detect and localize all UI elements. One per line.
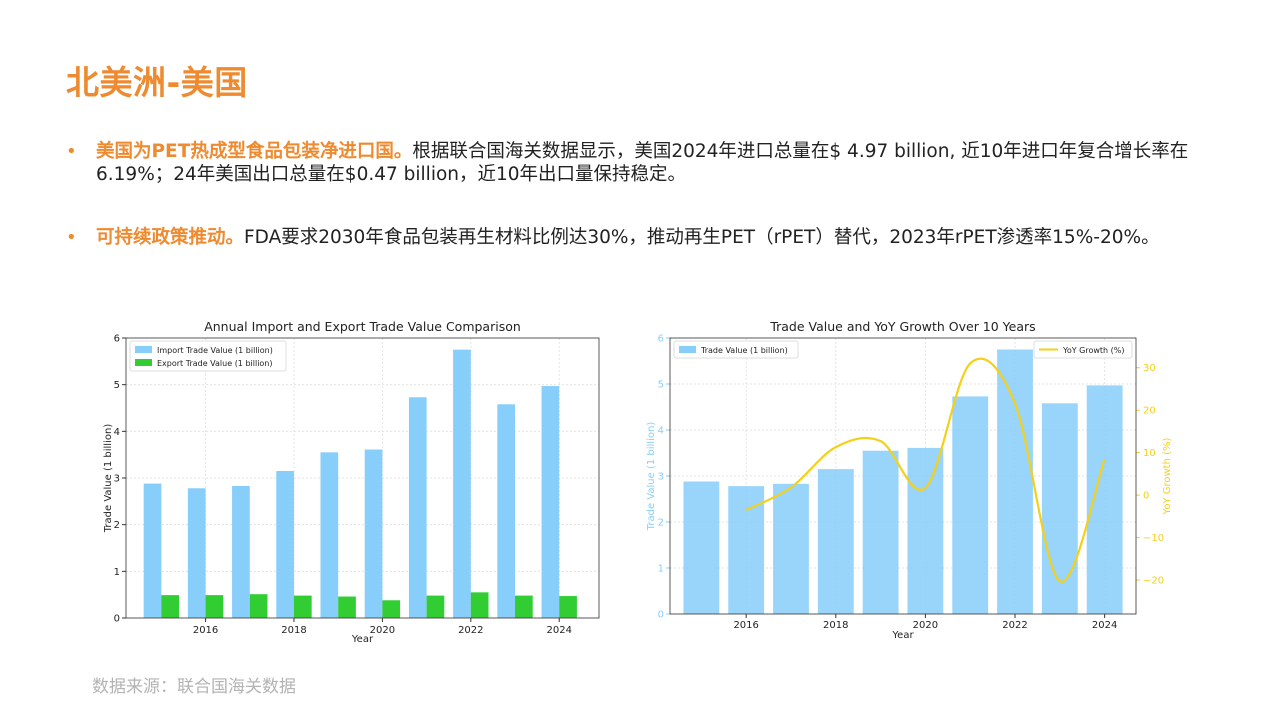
legend-swatch — [679, 346, 696, 353]
bar-import — [541, 386, 560, 618]
plot-frame — [669, 337, 1137, 615]
bar-trade-value — [862, 450, 899, 614]
bar-import — [276, 471, 294, 618]
y-tick-label: 1 — [114, 567, 120, 578]
y2-tick-label: 20 — [1143, 406, 1156, 417]
plot-frame — [125, 337, 600, 619]
bar-export — [559, 596, 577, 618]
legend-swatch — [135, 359, 152, 366]
y-tick-label: 5 — [658, 380, 664, 391]
legend-label: Trade Value (1 billion) — [700, 346, 788, 355]
x-tick-label: 2024 — [1092, 620, 1117, 631]
x-tick-label: 2016 — [193, 625, 218, 636]
y-tick-label: 4 — [658, 426, 664, 437]
bar-import — [408, 397, 427, 618]
legend-label: Import Trade Value (1 billion) — [157, 346, 273, 355]
bar-trade-value — [1086, 385, 1123, 614]
bullet-dot: • — [66, 141, 77, 162]
y-axis-label: Trade Value (1 billion) — [646, 422, 657, 532]
bullet-lead: 可持续政策推动。 — [96, 227, 245, 248]
y-tick-label: 3 — [658, 472, 664, 483]
legend: Import Trade Value (1 billion) Export Tra… — [129, 340, 287, 372]
bar-trade-value — [952, 396, 989, 614]
y-tick-label: 3 — [114, 474, 120, 485]
x-tick-label: 2024 — [546, 625, 571, 636]
x-axis-label: Year — [891, 630, 914, 641]
x-tick-label: 2020 — [913, 620, 938, 631]
legend-line: YoY Growth (%) — [1033, 340, 1133, 359]
data-source-note: 数据来源：联合国海关数据 — [92, 677, 296, 697]
legend-bars: Trade Value (1 billion) — [673, 340, 799, 359]
y-tick-label: 6 — [658, 334, 664, 345]
trade-value-yoy-chart: 0 1 2 3 4 5 6 2016 2018 2020 2022 2024 −20 −10 0 10 20 30… — [646, 319, 1173, 641]
y-axis-label: Trade Value (1 billion) — [103, 424, 114, 534]
import-export-bar-chart: 0 1 2 3 4 5 6 2016 2018 2020 2022 2024 Annual Import… — [103, 319, 600, 645]
bullet-body: 根据联合国海关数据显示，美国2024年进口总量在$ 4.97 billion, … — [96, 141, 1189, 185]
bar-export — [382, 600, 401, 618]
bar-export — [426, 595, 445, 618]
bar-export — [470, 592, 489, 618]
bar-trade-value — [907, 447, 944, 614]
x-axis-label: Year — [351, 634, 374, 645]
y-tick-label: 1 — [658, 564, 664, 575]
bar-import — [453, 349, 471, 618]
bar-import — [232, 485, 250, 618]
yoy-growth-line — [745, 357, 1106, 583]
y-tick-label: 2 — [114, 520, 120, 531]
bar-trade-value — [997, 349, 1033, 614]
bullet-item: • 美国为PET热成型食品包装净进口国。根据联合国海关数据显示，美国2024年进… — [66, 140, 1206, 186]
y2-tick-label: 0 — [1143, 491, 1149, 502]
chart-title: Annual Import and Export Trade Value Com… — [204, 319, 521, 334]
x-tick-label: 2018 — [823, 620, 848, 631]
y-tick-label: 2 — [658, 518, 664, 529]
bar-import — [187, 488, 206, 618]
legend-box — [129, 340, 287, 372]
y-tick-label: 0 — [658, 610, 664, 621]
bar-export — [161, 595, 180, 618]
bullet-list: • 美国为PET热成型食品包装净进口国。根据联合国海关数据显示，美国2024年进… — [66, 140, 1206, 249]
y2-tick-label: −20 — [1143, 576, 1164, 587]
bar-trade-value — [683, 481, 720, 614]
bar-import — [320, 452, 339, 618]
legend-label: Export Trade Value (1 billion) — [157, 359, 273, 368]
y2-axis-label: YoY Growth (%) — [1162, 437, 1173, 515]
bullet-dot: • — [66, 227, 77, 248]
bar-trade-value — [773, 483, 809, 614]
bar-export — [249, 594, 268, 618]
bar-import — [497, 404, 516, 618]
bar-trade-value — [728, 486, 765, 614]
x-tick-label: 2018 — [281, 625, 306, 636]
bar-export — [515, 595, 533, 618]
bullet-lead: 美国为PET热成型食品包装净进口国。 — [96, 141, 413, 162]
x-tick-label: 2022 — [458, 625, 483, 636]
bullet-item: • 可持续政策推动。FDA要求2030年食品包装再生材料比例达30%，推动再生P… — [66, 226, 1206, 249]
y2-tick-label: 30 — [1143, 363, 1156, 374]
y-tick-label: 0 — [114, 614, 120, 625]
bar-export — [205, 595, 224, 618]
bar-import — [143, 483, 162, 618]
legend-swatch — [135, 346, 152, 353]
bar-export — [293, 595, 312, 618]
y2-tick-label: −10 — [1143, 533, 1164, 544]
legend-label: YoY Growth (%) — [1062, 346, 1125, 355]
legend-box — [673, 340, 799, 359]
legend-box — [1033, 340, 1133, 359]
y-tick-label: 6 — [114, 334, 120, 345]
y-tick-label: 5 — [114, 380, 120, 391]
bar-trade-value — [1041, 403, 1078, 614]
y2-tick-label: 10 — [1143, 448, 1156, 459]
page-title: 北美洲-美国 — [66, 63, 248, 102]
x-tick-label: 2022 — [1002, 620, 1027, 631]
y-tick-label: 4 — [114, 427, 120, 438]
x-tick-label: 2016 — [733, 620, 758, 631]
bar-export — [338, 596, 356, 618]
bar-import — [364, 449, 383, 618]
bullet-body: FDA要求2030年食品包装再生材料比例达30%，推动再生PET（rPET）替代… — [244, 227, 1160, 248]
chart-title: Trade Value and YoY Growth Over 10 Years — [769, 319, 1035, 334]
x-tick-label: 2020 — [370, 625, 395, 636]
bar-trade-value — [817, 469, 854, 614]
